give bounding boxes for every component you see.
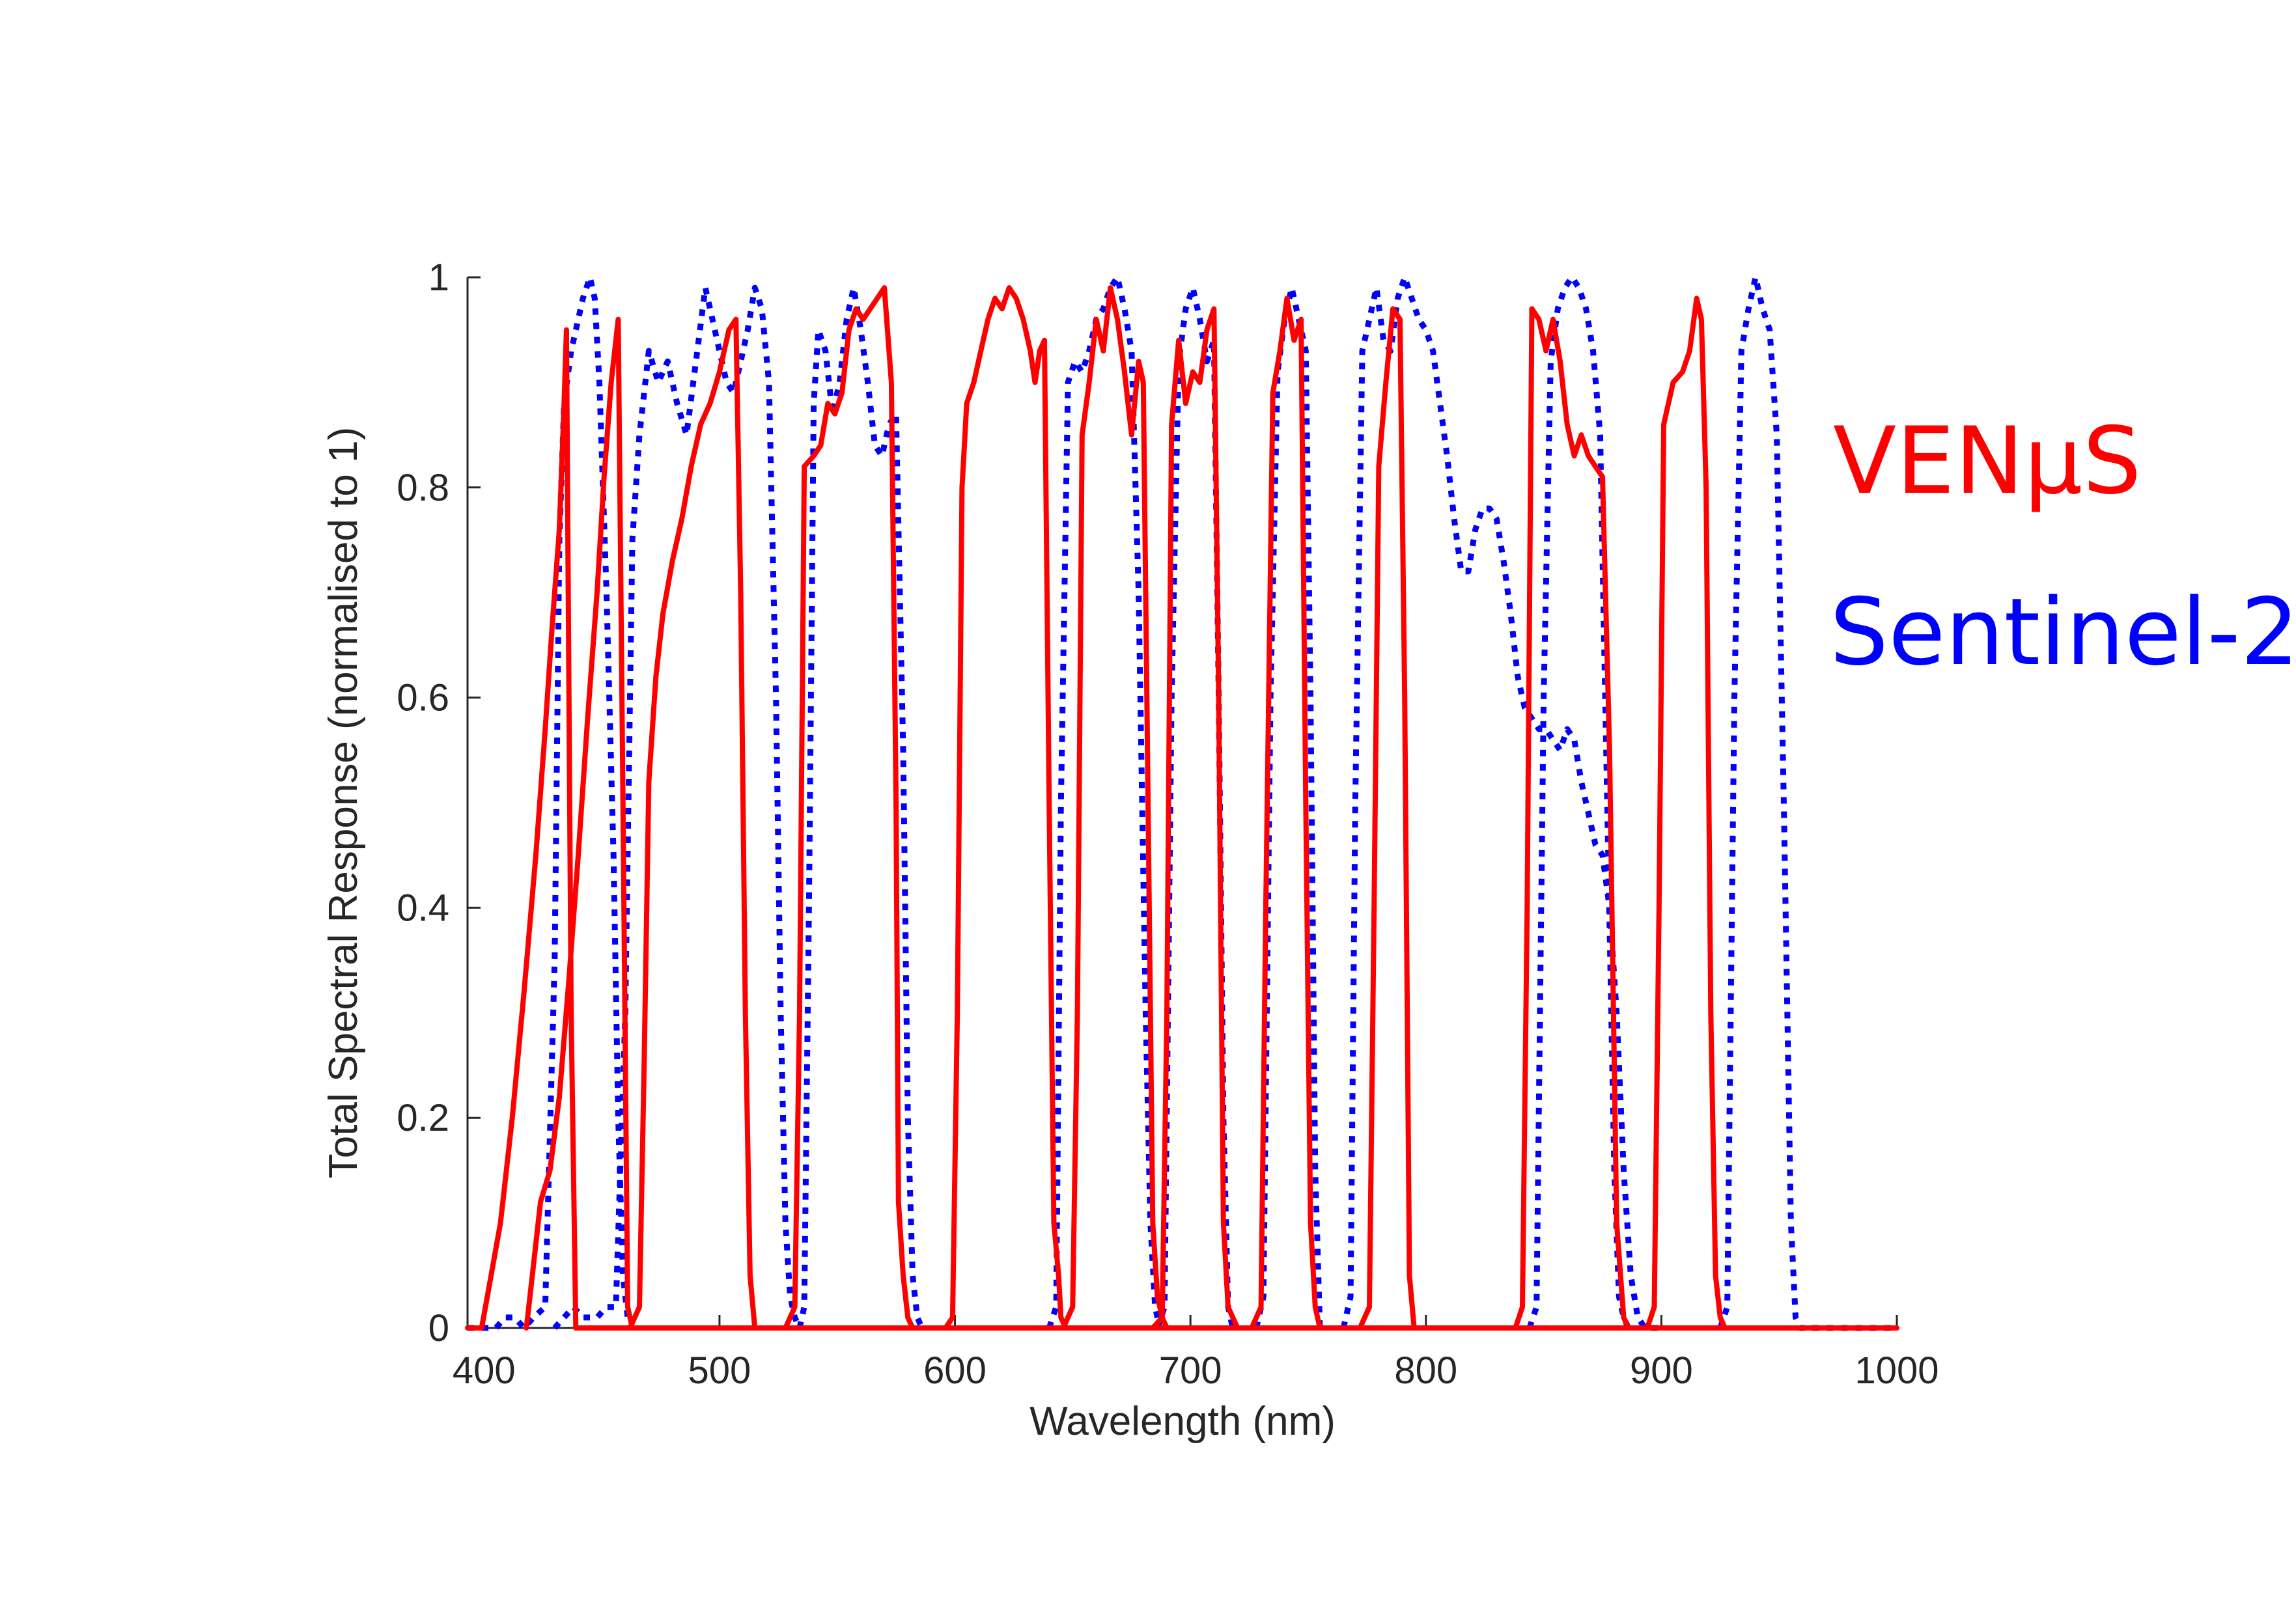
x-axis-title: Wavelength (nm)	[1029, 1399, 1336, 1444]
axes	[466, 276, 1898, 1329]
band-line-venus-1	[465, 327, 1899, 1331]
x-tick-label: 1000	[1855, 1349, 1939, 1392]
band-line-sentinel-2-8	[1526, 274, 1631, 1329]
band-line-venus-2	[524, 316, 636, 1331]
x-tick-label: 800	[1394, 1349, 1457, 1392]
series-venus	[465, 285, 1899, 1331]
x-tick-label: 900	[1630, 1349, 1693, 1392]
band-line-venus-11	[1644, 296, 1758, 1331]
y-tick-label: 0.2	[397, 1097, 449, 1139]
band-line-venus-10	[1513, 306, 1631, 1331]
y-tick-label: 1	[428, 256, 449, 299]
x-tick-label: 600	[923, 1349, 987, 1392]
series-lines	[465, 274, 1899, 1331]
band-line-venus-5	[943, 285, 1069, 1331]
band-line-sentinel-2-9	[1717, 274, 1897, 1331]
legend-venus: VENμS	[1833, 408, 2142, 515]
band-line-venus-7	[1150, 306, 1240, 1331]
band-line-venus-6	[1060, 285, 1175, 1331]
series-sentinel-2	[468, 274, 1897, 1331]
tick-labels: 400 500 600 700 800 900 1000 0 0.2 0.4 0.6 0.8 1	[397, 256, 1939, 1392]
y-tick-label: 0	[428, 1307, 449, 1349]
band-line-sentinel-2-3	[796, 284, 925, 1329]
band-line-venus-4	[783, 285, 916, 1331]
band-line-sentinel-2-2	[552, 284, 802, 1331]
x-tick-label: 500	[688, 1349, 751, 1392]
band-line-venus-9	[1357, 306, 1417, 1331]
band-line-sentinel-2-1	[468, 274, 636, 1331]
legend-sentinel-2: Sentinel-2	[1830, 579, 2296, 686]
y-tick-label: 0.6	[397, 677, 449, 719]
x-tick-label: 700	[1159, 1349, 1222, 1392]
y-axis-title: Total Spectral Response (normalised to 1…	[321, 427, 366, 1178]
band-line-venus-3	[627, 316, 758, 1331]
y-tick-label: 0.8	[397, 467, 449, 509]
x-tick-label: 400	[453, 1349, 516, 1392]
y-tick-label: 0.4	[397, 887, 449, 929]
band-line-venus-8	[1249, 296, 1323, 1331]
